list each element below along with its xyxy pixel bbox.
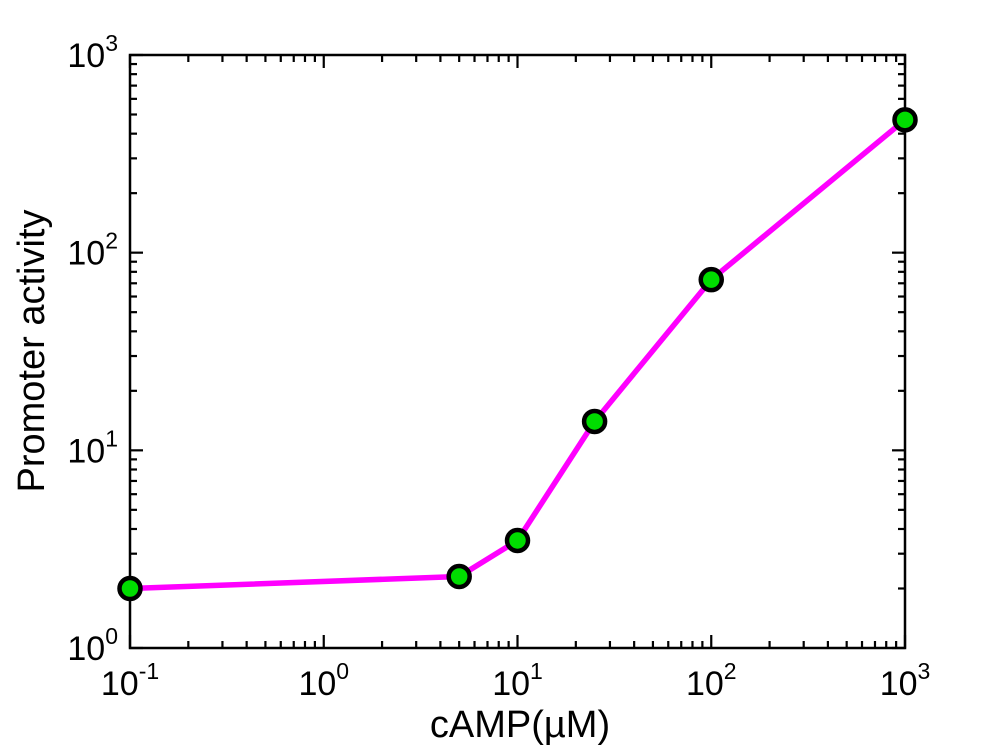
y-tick-label: 100 bbox=[67, 623, 118, 668]
data-point-marker bbox=[117, 575, 143, 602]
x-tick-label: 100 bbox=[298, 658, 349, 703]
x-tick-label: 101 bbox=[492, 658, 543, 703]
x-axis-label: cAMP(µM) bbox=[430, 704, 610, 746]
data-point-marker bbox=[504, 527, 531, 554]
axes-frame bbox=[128, 53, 907, 650]
y-tick-label: 102 bbox=[67, 228, 118, 273]
x-tick-label: 102 bbox=[686, 658, 737, 703]
y-axis-label: Promoter activity bbox=[11, 210, 53, 493]
y-tick-label: 103 bbox=[67, 30, 118, 75]
data-point-marker bbox=[581, 408, 608, 435]
x-tick-label: 103 bbox=[880, 658, 931, 703]
data-point-marker bbox=[446, 563, 472, 590]
y-tick-label: 101 bbox=[67, 425, 118, 470]
data-point-marker bbox=[892, 107, 918, 133]
data-point-marker bbox=[698, 266, 724, 293]
series-line bbox=[127, 117, 908, 592]
x-tick-label: 10-1 bbox=[101, 658, 159, 703]
